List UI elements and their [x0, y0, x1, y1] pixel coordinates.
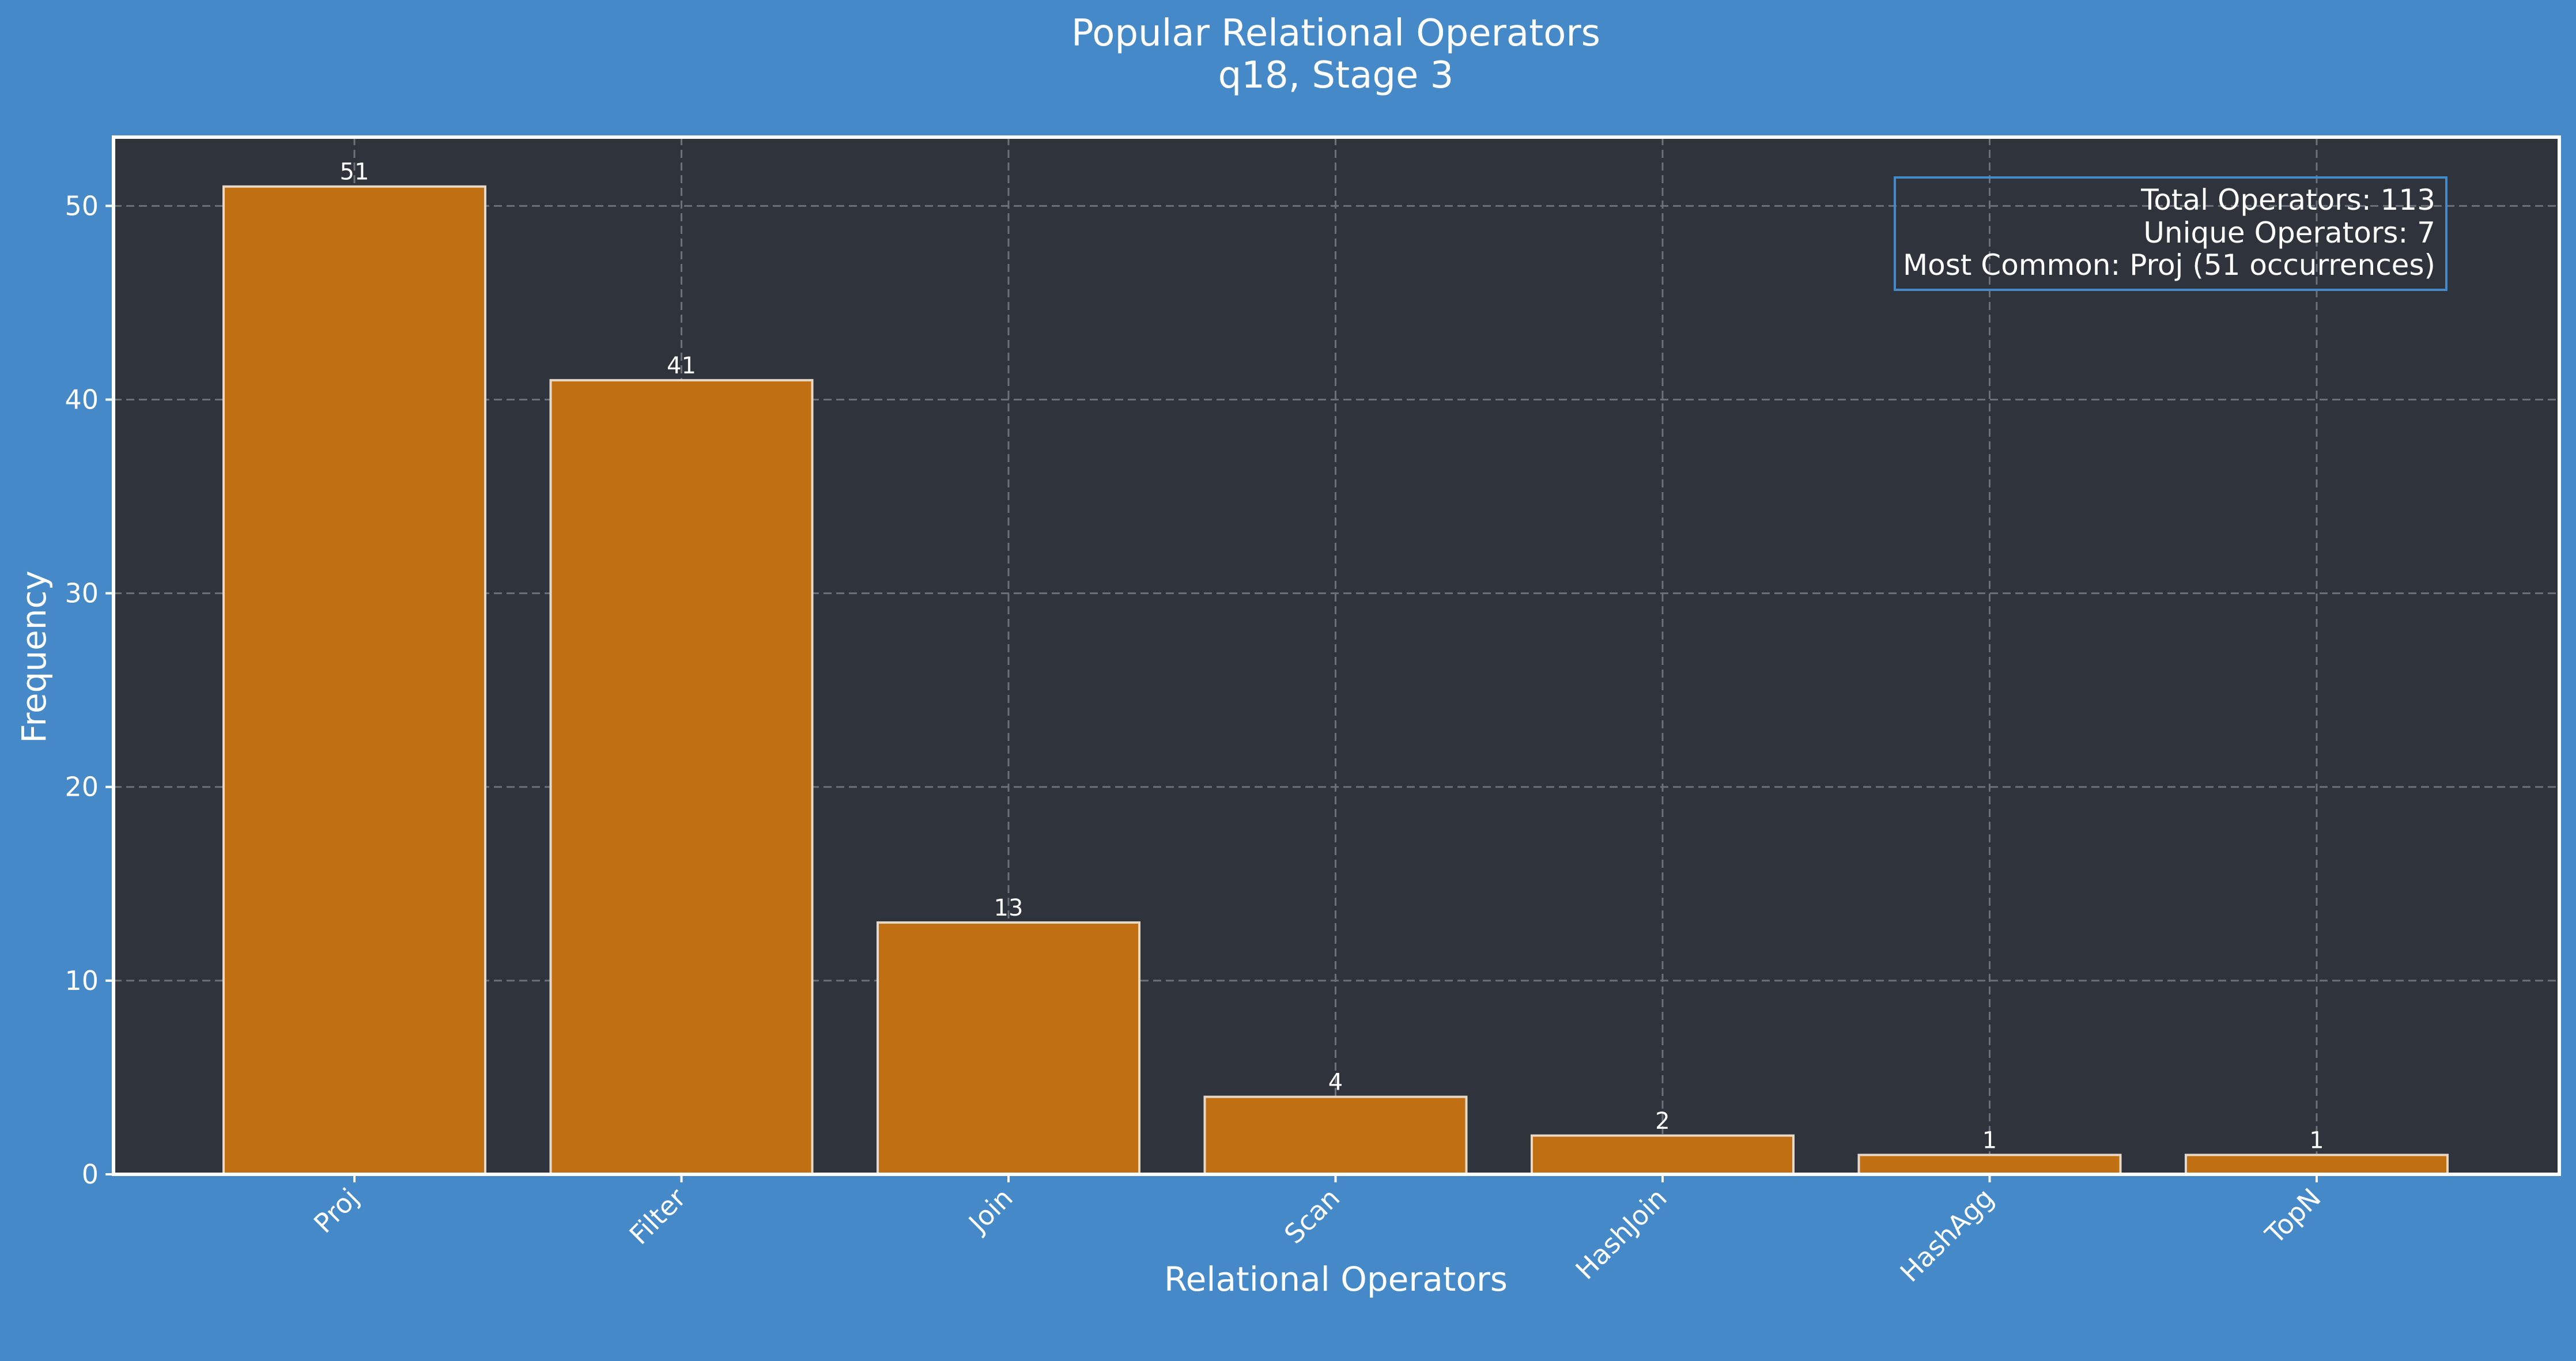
y-axis-label: Frequency [14, 570, 54, 743]
bar-value-label-topn: 1 [2309, 1127, 2324, 1154]
stats-most-common: Most Common: Proj (51 occurrences) [1903, 248, 2435, 282]
x-tick-label-filter: Filter [624, 1182, 692, 1251]
x-tick-label-topn: TopN [2259, 1182, 2327, 1250]
bar-filter [549, 379, 814, 1175]
y-axis-ticks: 0 10 20 30 40 50 [65, 190, 114, 1190]
bar-value-label-hashjoin: 2 [1655, 1108, 1670, 1135]
stats-unique-operators: Unique Operators: 7 [2143, 216, 2435, 249]
bar-value-label-join: 13 [994, 895, 1023, 921]
x-tick-label-proj: Proj [308, 1182, 365, 1239]
y-tick-label-20: 20 [65, 772, 99, 803]
x-tick-label-scan: Scan [1278, 1182, 1346, 1250]
y-tick-label-0: 0 [82, 1159, 99, 1190]
x-tick-label-join: Join [961, 1182, 1018, 1239]
bars [222, 185, 2449, 1176]
bar-value-labels: 51 41 13 4 2 1 1 [340, 159, 2324, 1154]
bar-proj [222, 185, 486, 1176]
bar-value-label-hashagg: 1 [1982, 1127, 1997, 1154]
x-axis-label: Relational Operators [1164, 1260, 1508, 1299]
plot-frame [112, 135, 2561, 1176]
bar-hashjoin [1531, 1134, 1795, 1175]
y-tick-label-30: 30 [65, 578, 99, 609]
bar-topn [2185, 1154, 2449, 1176]
bar-value-label-proj: 51 [340, 159, 369, 186]
x-tick-label-hashjoin: HashJoin [1569, 1182, 1672, 1286]
bar-join [877, 921, 1140, 1176]
stats-total-operators: Total Operators: 113 [2140, 183, 2435, 217]
stats-box-frame [1894, 176, 2447, 291]
y-tick-label-50: 50 [65, 190, 99, 221]
bar-hashagg [1857, 1154, 2122, 1176]
y-tick-label-10: 10 [65, 965, 99, 996]
stats-box: Total Operators: 113 Unique Operators: 7… [1894, 176, 2447, 291]
x-tick-label-hashagg: HashAgg [1894, 1182, 2000, 1288]
bar-scan [1203, 1095, 1468, 1176]
chart-title: Popular Relational Operators [1071, 12, 1600, 55]
y-tick-label-40: 40 [65, 384, 99, 415]
chart-subtitle: q18, Stage 3 [1218, 54, 1454, 97]
bar-value-label-filter: 41 [667, 353, 696, 379]
bar-value-label-scan: 4 [1328, 1069, 1343, 1096]
